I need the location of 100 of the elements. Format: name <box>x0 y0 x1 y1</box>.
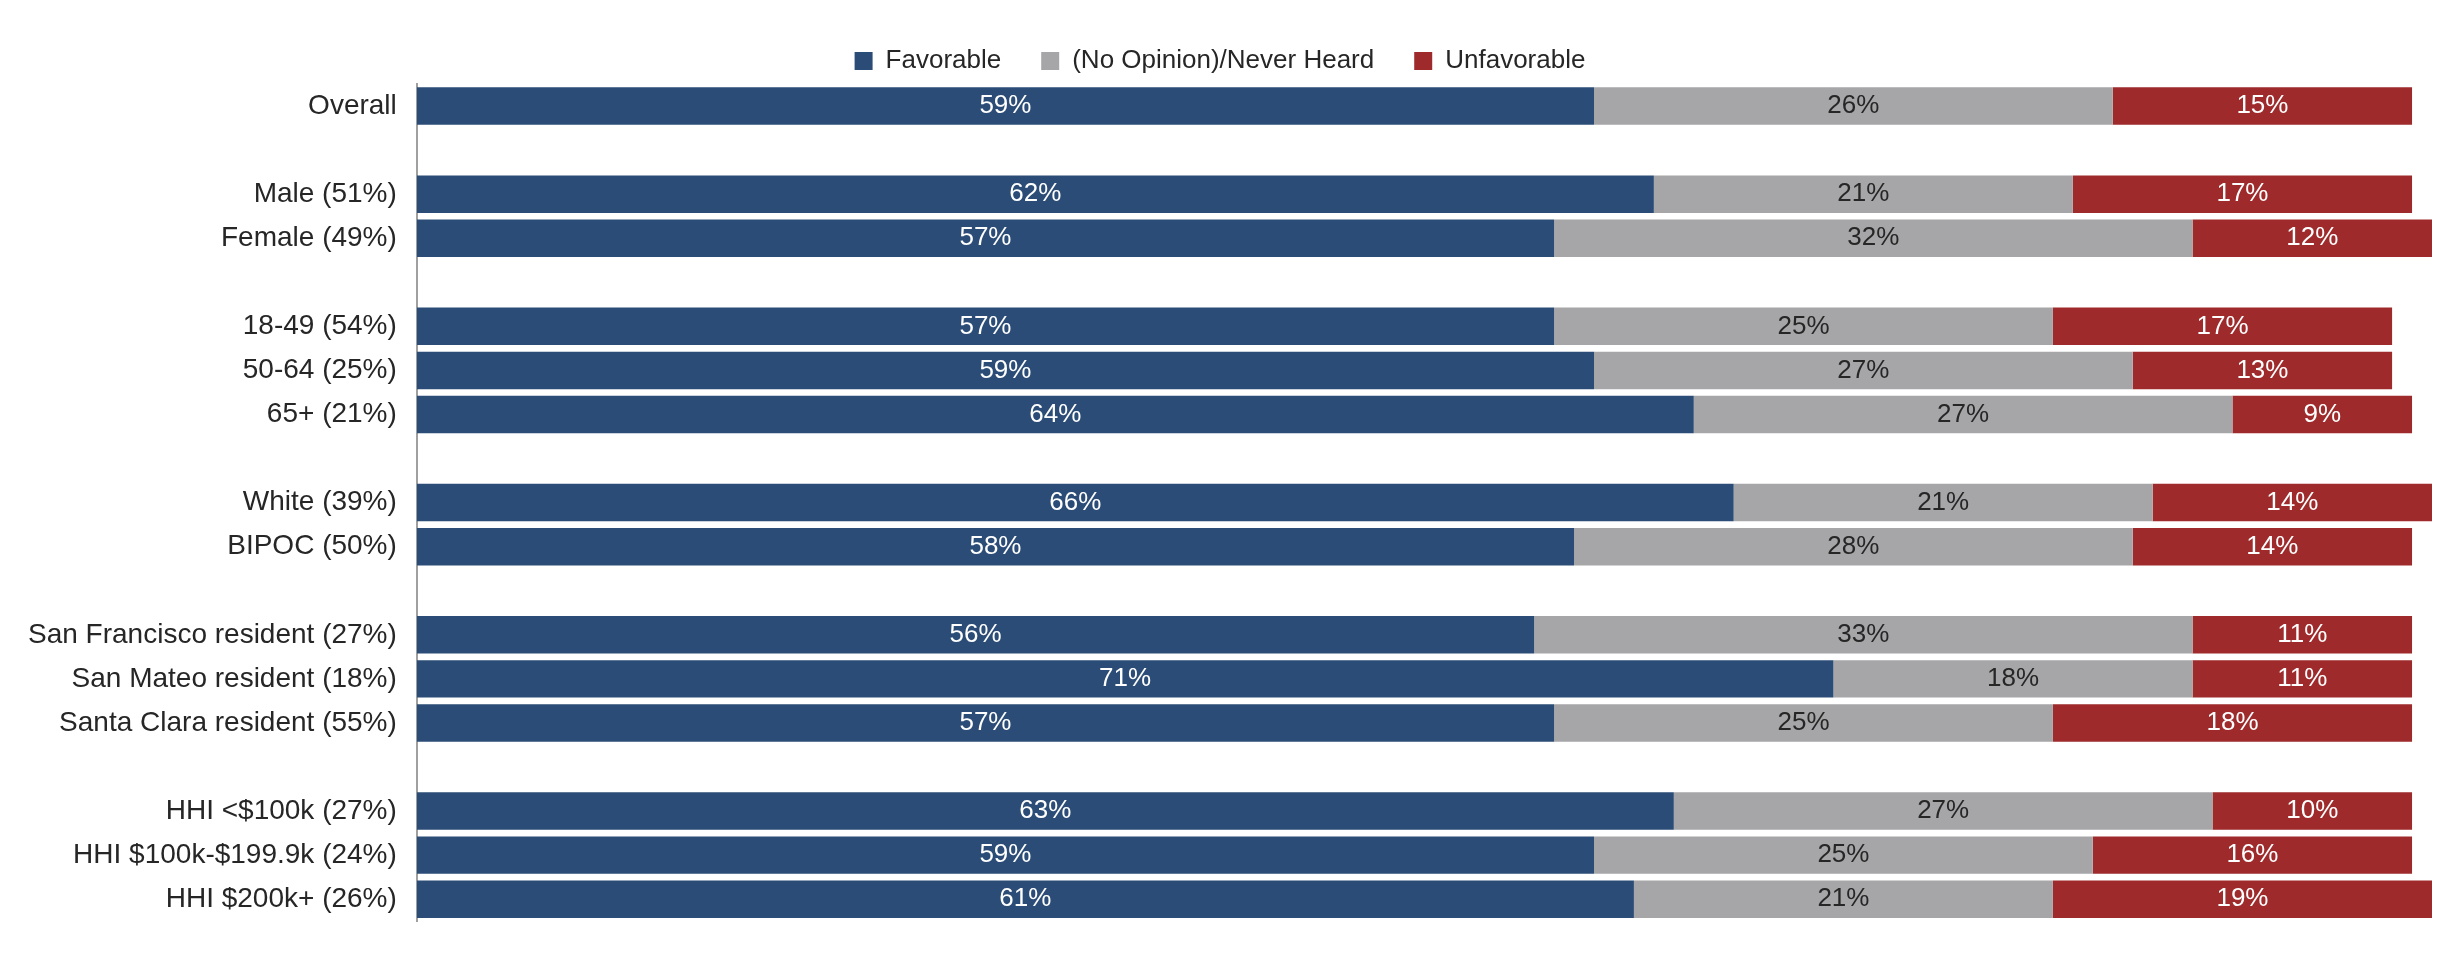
y-tick-label: San Francisco resident (27%) <box>28 617 397 649</box>
data-label: 71% <box>1099 662 1152 693</box>
bar <box>1693 395 2233 434</box>
bar <box>2112 87 2413 125</box>
y-tick-label: Female (49%) <box>220 220 397 252</box>
bar <box>1594 87 2113 125</box>
data-label: 56% <box>949 617 1002 648</box>
data-label: 57% <box>959 706 1012 737</box>
legend-label: (No Opinion)/Never Heard <box>1072 44 1375 75</box>
legend-label: Unfavorable <box>1445 44 1586 75</box>
data-label: 57% <box>959 221 1012 252</box>
y-tick-label: Male (51%) <box>253 176 397 208</box>
bar <box>2072 175 2413 213</box>
data-label: 18% <box>2206 706 2259 737</box>
y-tick-label: HHI $100k-$199.9k (24%) <box>73 837 397 869</box>
data-label: 17% <box>2216 177 2269 208</box>
bar <box>416 175 1654 213</box>
y-tick-label: 50-64 (25%) <box>242 353 397 385</box>
data-label: 25% <box>1777 706 1830 737</box>
data-label: 57% <box>959 309 1012 340</box>
bar <box>416 660 1834 698</box>
bar <box>416 792 1674 830</box>
data-label: 13% <box>2236 353 2289 384</box>
bar <box>1534 616 2193 654</box>
bar <box>1733 483 2153 522</box>
data-label: 10% <box>2286 794 2339 825</box>
data-label: 61% <box>999 882 1052 913</box>
bar <box>416 395 1694 434</box>
bar <box>1594 836 2093 874</box>
data-label: 17% <box>2196 309 2249 340</box>
data-label: 63% <box>1019 794 1072 825</box>
bar <box>2212 792 2413 830</box>
bar <box>1554 704 2053 742</box>
data-label: 12% <box>2286 221 2339 252</box>
data-label: 26% <box>1827 89 1880 120</box>
y-tick-label: HHI $200k+ (26%) <box>165 881 397 913</box>
data-label: 58% <box>969 529 1022 560</box>
bar <box>2192 219 2432 257</box>
bar <box>416 527 1575 566</box>
data-label: 28% <box>1827 529 1880 560</box>
data-label: 27% <box>1837 353 1890 384</box>
bar <box>2052 704 2413 742</box>
data-label: 16% <box>2226 838 2279 869</box>
data-label: 14% <box>2246 529 2299 560</box>
y-tick-label: 18-49 (54%) <box>242 309 397 341</box>
data-label: 59% <box>979 353 1032 384</box>
y-tick-label: BIPOC (50%) <box>227 529 397 561</box>
bar <box>416 836 1595 874</box>
data-label: 15% <box>2236 89 2289 120</box>
bar <box>1594 351 2133 390</box>
bar <box>1633 880 2053 918</box>
y-tick-label: Overall <box>308 88 397 120</box>
data-label: 27% <box>1937 397 1990 428</box>
data-label: 11% <box>2277 617 2328 648</box>
bar <box>1554 307 2053 346</box>
bar <box>2092 836 2413 874</box>
y-tick-label: HHI <$100k (27%) <box>165 793 397 825</box>
bar <box>416 351 1595 390</box>
data-label: 32% <box>1847 221 1900 252</box>
bar <box>1653 175 2073 213</box>
bar <box>416 704 1555 742</box>
data-label: 59% <box>979 89 1032 120</box>
legend-label: Favorable <box>885 44 1002 75</box>
y-tick-label: 65+ (21%) <box>266 397 397 429</box>
bar <box>2232 395 2413 434</box>
bar <box>2052 307 2393 346</box>
data-label: 59% <box>979 838 1032 869</box>
bar <box>2132 527 2413 566</box>
data-label: 18% <box>1986 662 2040 693</box>
bar <box>2132 351 2393 390</box>
bar <box>416 616 1535 654</box>
bar <box>2052 880 2432 918</box>
data-label: 62% <box>1009 177 1062 208</box>
bar <box>2192 616 2413 654</box>
data-label: 21% <box>1917 485 1970 516</box>
data-label: 9% <box>2303 397 2342 428</box>
bar <box>416 219 1555 257</box>
data-label: 64% <box>1029 397 1082 428</box>
bar <box>1833 660 2193 698</box>
data-label: 66% <box>1049 485 1102 516</box>
data-label: 27% <box>1917 794 1970 825</box>
bar <box>416 880 1634 918</box>
data-label: 25% <box>1817 838 1870 869</box>
bar <box>1574 527 2133 566</box>
y-tick-label: San Mateo resident (18%) <box>71 661 397 693</box>
bar <box>416 483 1734 522</box>
bar <box>1673 792 2213 830</box>
data-label: 21% <box>1837 177 1890 208</box>
bar <box>1554 219 2193 257</box>
data-label: 11% <box>2277 662 2328 693</box>
data-label: 25% <box>1777 309 1830 340</box>
y-tick-label: White (39%) <box>242 485 397 517</box>
data-label: 19% <box>2216 882 2269 913</box>
data-label: 21% <box>1817 882 1870 913</box>
y-tick-label: Santa Clara resident (55%) <box>59 705 397 737</box>
bar <box>416 87 1595 125</box>
data-label: 14% <box>2266 485 2319 516</box>
data-label: 33% <box>1837 617 1890 648</box>
bar <box>2192 660 2413 698</box>
bar <box>2152 483 2432 522</box>
